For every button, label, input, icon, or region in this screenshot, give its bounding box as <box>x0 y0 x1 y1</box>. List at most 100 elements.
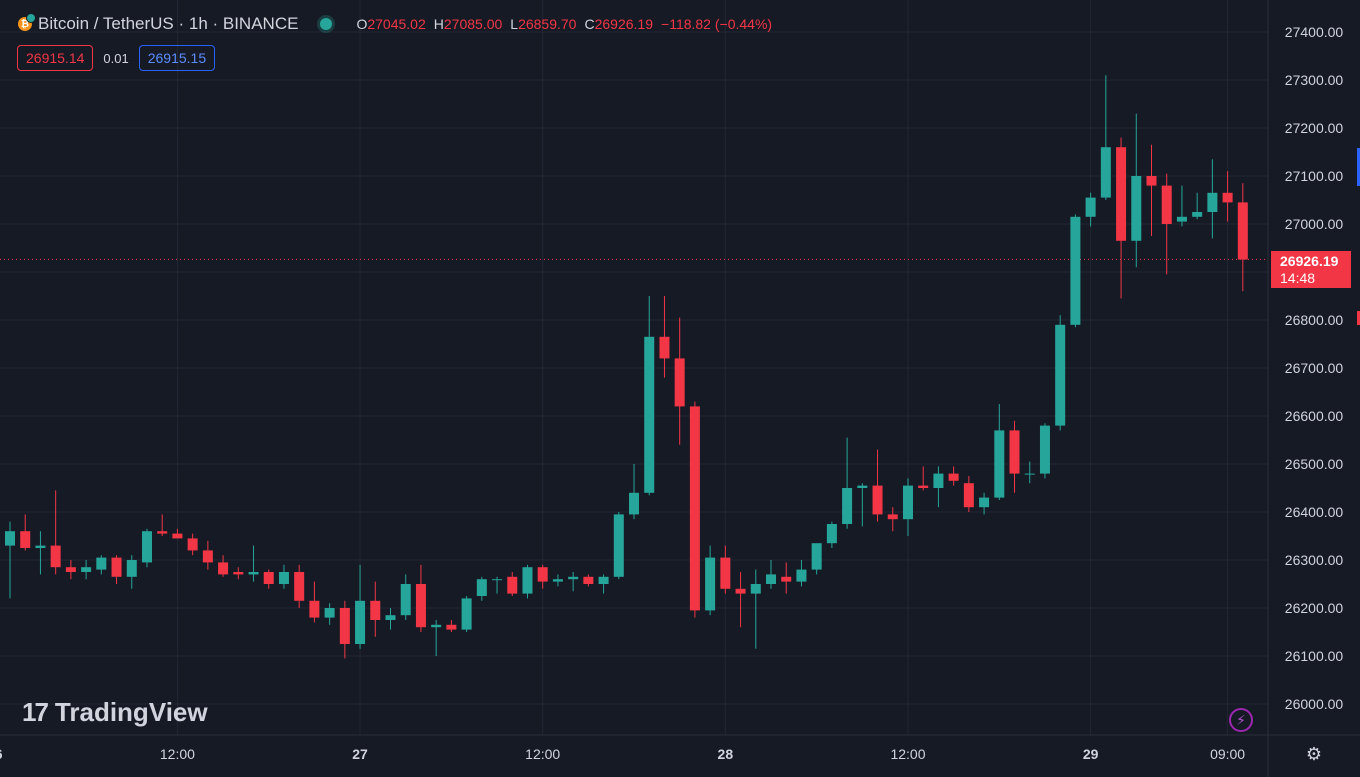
candle-body <box>96 557 107 570</box>
candle-body <box>1039 425 1050 474</box>
candle-body <box>735 588 746 594</box>
candle <box>278 564 289 589</box>
candle-body <box>1237 202 1248 260</box>
candle-body <box>1009 430 1020 474</box>
lightning-icon[interactable]: ⚡ <box>1229 708 1253 732</box>
tradingview-logo[interactable]: 17 TradingView <box>22 697 208 728</box>
open-value: 27045.02 <box>367 16 426 32</box>
candle-body <box>872 485 883 515</box>
candle <box>979 492 990 515</box>
bar-countdown: 14:48 <box>1280 270 1316 286</box>
candle-body <box>1024 473 1035 475</box>
candle <box>629 464 640 520</box>
candle <box>659 296 670 378</box>
candle-body <box>948 473 959 481</box>
low-key: L <box>510 16 519 32</box>
trade-buttons: 26915.14 0.01 26915.15 <box>17 45 216 71</box>
market-open-icon[interactable] <box>320 18 333 30</box>
candle <box>141 528 152 568</box>
candle-body <box>309 600 320 618</box>
symbol-title[interactable]: Bitcoin / TetherUS · 1h · BINANCE <box>38 14 299 33</box>
candle <box>811 543 822 575</box>
candle-body <box>446 624 457 630</box>
bitcoin-glyph: ₿ <box>20 18 30 30</box>
y-tick-label: 27400.00 <box>1285 24 1344 40</box>
bitcoin-icon: ₿ <box>18 13 36 31</box>
candle <box>507 572 518 596</box>
candle-body <box>1131 176 1142 241</box>
candle-body <box>720 557 731 589</box>
candle <box>766 560 776 589</box>
candle-body <box>218 562 229 575</box>
candle-body <box>370 600 381 620</box>
chart-header: ₿ Bitcoin / TetherUS · 1h · BINANCE O270… <box>18 12 772 36</box>
candle <box>552 574 563 587</box>
candle-body <box>644 336 655 493</box>
candle <box>355 564 366 649</box>
y-tick-label: 26200.00 <box>1285 600 1344 616</box>
badge-icon <box>26 13 36 23</box>
candle-body <box>126 560 137 577</box>
candle-body <box>918 485 929 488</box>
candle <box>963 476 974 512</box>
candle-body <box>461 598 472 630</box>
candle <box>537 564 548 589</box>
candle-body <box>598 576 609 584</box>
sell-price-button[interactable]: 26915.14 <box>17 45 94 71</box>
candle-body <box>552 579 563 582</box>
candle-body <box>141 531 152 563</box>
candle-body <box>157 531 168 534</box>
candle <box>735 572 746 628</box>
candle <box>202 540 213 570</box>
candles-layer <box>5 75 1248 659</box>
y-tick-label: 26700.00 <box>1285 360 1344 376</box>
candle-body <box>492 579 503 581</box>
candle-body <box>50 545 61 568</box>
candle <box>933 466 944 508</box>
candle <box>476 576 487 601</box>
candle <box>1192 192 1203 220</box>
candle <box>65 560 76 580</box>
candle-body <box>826 524 837 544</box>
candle <box>1146 144 1157 236</box>
candle-body <box>233 572 244 575</box>
x-tick-label: 12:00 <box>890 746 925 762</box>
candle-body <box>705 557 716 611</box>
buy-price-button[interactable]: 26915.15 <box>138 45 216 71</box>
y-tick-label: 27300.00 <box>1285 72 1344 88</box>
candle <box>81 560 92 580</box>
candle <box>689 401 700 618</box>
candle-body <box>35 545 46 548</box>
candle <box>1085 192 1096 227</box>
candle <box>598 574 609 594</box>
candle <box>826 521 837 548</box>
gear-icon[interactable]: ⚙ <box>1305 743 1323 764</box>
price-axis[interactable]: 27400.00 27300.00 27200.00 27100.00 27000.00… <box>1285 24 1360 712</box>
candle <box>644 296 655 496</box>
candle-body <box>248 572 259 575</box>
last-price-value: 26926.19 <box>1280 253 1339 269</box>
candle-body <box>355 600 366 644</box>
candle <box>796 560 807 587</box>
candle <box>994 404 1005 500</box>
candle-body <box>583 576 594 584</box>
candle <box>400 574 411 620</box>
candle <box>187 533 198 556</box>
candle <box>294 564 305 608</box>
candle <box>1055 315 1066 431</box>
tradingview-mark-icon: 17 <box>22 697 49 727</box>
axis-marker <box>1357 311 1360 325</box>
candle-body <box>522 567 533 594</box>
candle <box>857 483 868 527</box>
candle <box>1131 113 1142 268</box>
y-tick-label: 27100.00 <box>1285 168 1344 184</box>
y-tick-label: 26300.00 <box>1285 552 1344 568</box>
candle-body <box>1055 324 1066 426</box>
time-axis[interactable]: 26 12:00 27 12:00 28 12:00 29 09:00 <box>0 746 1245 762</box>
candle-body <box>1222 192 1233 203</box>
candle-body <box>1176 216 1187 222</box>
candle-body <box>674 358 685 407</box>
candle-body <box>1207 192 1218 212</box>
candle-body <box>842 488 853 524</box>
